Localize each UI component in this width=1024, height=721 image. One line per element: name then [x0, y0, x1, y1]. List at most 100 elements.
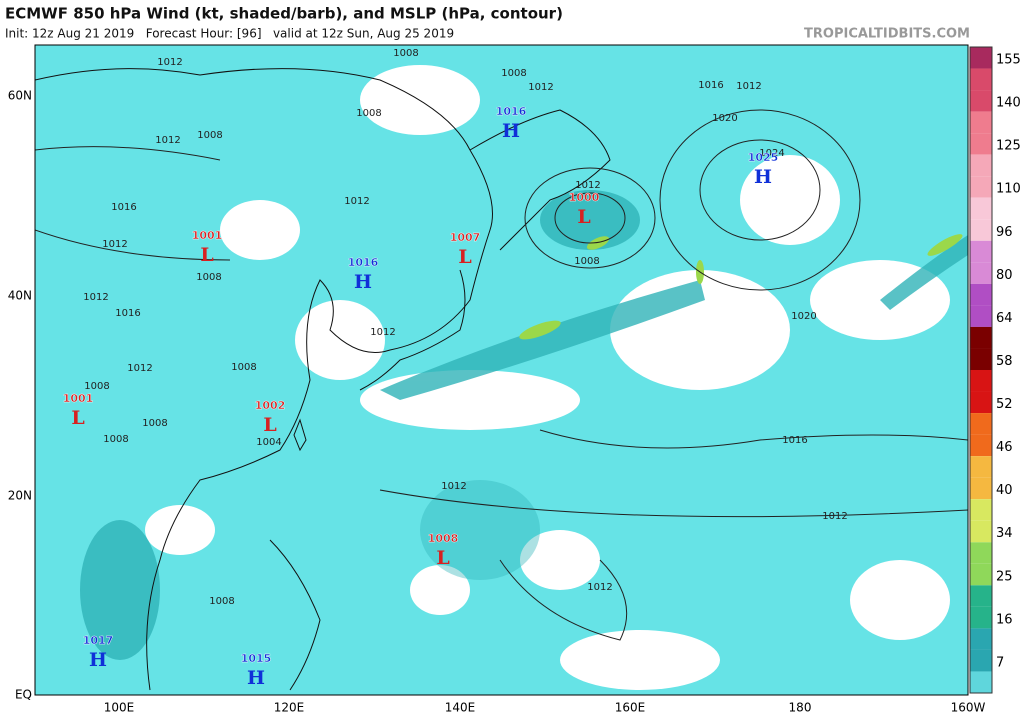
colorbar-swatch: [970, 499, 992, 521]
lat-label: 20N: [8, 489, 32, 503]
colorbar-swatch: [970, 305, 992, 327]
colorbar-label: 80: [996, 268, 1013, 283]
colorbar-swatch: [970, 671, 992, 693]
colorbar-swatch: [970, 326, 992, 349]
colorbar-swatch: [970, 520, 992, 543]
colorbar-swatch: [970, 283, 992, 306]
colorbar-swatch: [970, 585, 992, 607]
isobar-label: 1004: [256, 437, 281, 448]
pressure-center-letter: L: [263, 414, 276, 436]
isobar-label: 1012: [102, 239, 127, 250]
pressure-center-letter: H: [354, 271, 372, 293]
pressure-center-value: 1001: [192, 229, 223, 242]
colorbar-label: 40: [996, 483, 1013, 498]
colorbar-label: 64: [996, 311, 1013, 326]
colorbar-swatch: [970, 197, 992, 220]
colorbar-swatch: [970, 68, 992, 91]
pressure-center-letter: H: [89, 649, 107, 671]
lat-label: EQ: [15, 688, 32, 702]
colorbar-label: 46: [996, 440, 1013, 455]
isobar-label: 1016: [111, 202, 136, 213]
isobar-label: 1012: [822, 511, 847, 522]
isobar-label: 1012: [157, 57, 182, 68]
lon-label: 140E: [445, 701, 476, 715]
pressure-center-letter: L: [458, 246, 471, 268]
isobar-label: 1008: [393, 48, 418, 59]
isobar-label: 1008: [501, 68, 526, 79]
colorbar-label: 155: [996, 53, 1021, 68]
colorbar-label: 125: [996, 139, 1021, 154]
colorbar-label: 7: [996, 655, 1004, 670]
colorbar-swatch: [970, 391, 992, 414]
isobar-label: 1012: [736, 81, 761, 92]
pressure-center-value: 1002: [255, 399, 286, 412]
pressure-center-letter: H: [247, 667, 265, 689]
coastlines: [35, 68, 611, 691]
pressure-center-letter: L: [436, 547, 449, 569]
map-frame: [34, 44, 969, 696]
pressure-center-value: 1025: [748, 151, 779, 164]
credit: TROPICALTIDBITS.COM: [804, 27, 970, 42]
isobar-label: 1008: [197, 130, 222, 141]
colorbar-label: 140: [996, 96, 1021, 111]
colorbar-swatch: [970, 47, 992, 69]
colorbar-label: 110: [996, 182, 1021, 197]
pressure-center-letter: L: [71, 407, 84, 429]
colorbar-label: 34: [996, 526, 1013, 541]
colorbar-label: 25: [996, 569, 1013, 584]
isobar-label: 1012: [370, 327, 395, 338]
colorbar-swatch: [970, 477, 992, 500]
isobar-label: 1012: [83, 292, 108, 303]
colorbar-swatch: [970, 563, 992, 586]
pressure-center-value: 1015: [241, 652, 272, 665]
map-background: [35, 45, 968, 695]
lon-label: 160E: [615, 701, 646, 715]
colorbar-swatch: [970, 413, 992, 435]
colorbar-swatch: [970, 154, 992, 177]
pressure-center-letter: L: [577, 206, 590, 228]
colorbar-swatch: [970, 606, 992, 629]
isobar-label: 1008: [142, 418, 167, 429]
pressure-center-value: 1000: [569, 191, 600, 204]
lon-label: 100E: [104, 701, 135, 715]
colorbar-swatch: [970, 456, 992, 478]
pressure-center-letter: H: [502, 120, 520, 142]
isobar-label: 1008: [574, 256, 599, 267]
isobar-label: 1012: [587, 582, 612, 593]
isobar-label: 1024: [759, 148, 784, 159]
pressure-center-value: 1001: [63, 392, 94, 405]
isobar-label: 1020: [791, 311, 816, 322]
lon-label: 180: [789, 701, 812, 715]
pressure-center-value: 1007: [450, 231, 481, 244]
colorbar-swatch: [970, 240, 992, 263]
isobar-label: 1012: [155, 135, 180, 146]
colorbar-swatch: [970, 370, 992, 392]
colorbar-swatch: [970, 176, 992, 198]
isobar-label: 1012: [441, 481, 466, 492]
lon-label: 120E: [274, 701, 305, 715]
colorbar-swatch: [970, 649, 992, 672]
isobar-label: 1008: [209, 596, 234, 607]
subtitle: Init: 12z Aug 21 2019 Forecast Hour: [96…: [5, 27, 454, 41]
colorbar-frame: [969, 46, 993, 694]
colorbar-swatch: [970, 628, 992, 650]
lat-label: 60N: [8, 89, 32, 103]
isobar-label: 1008: [231, 362, 256, 373]
isobar-label: 1012: [528, 82, 553, 93]
isobar-label: 1012: [575, 180, 600, 191]
isobar-label: 1012: [127, 363, 152, 374]
colorbar-swatch: [970, 262, 992, 284]
colorbar-swatch: [970, 542, 992, 564]
isobar-label: 1008: [103, 434, 128, 445]
colorbar-swatch: [970, 219, 992, 241]
pressure-center-letter: H: [754, 166, 772, 188]
isobar-label: 1020: [712, 113, 737, 124]
isobars: [35, 109, 968, 641]
colorbar-label: 52: [996, 397, 1013, 412]
colorbar-swatch: [970, 348, 992, 370]
pressure-center-letter: L: [200, 244, 213, 266]
pressure-center-value: 1016: [496, 105, 527, 118]
colorbar-label: 96: [996, 225, 1013, 240]
